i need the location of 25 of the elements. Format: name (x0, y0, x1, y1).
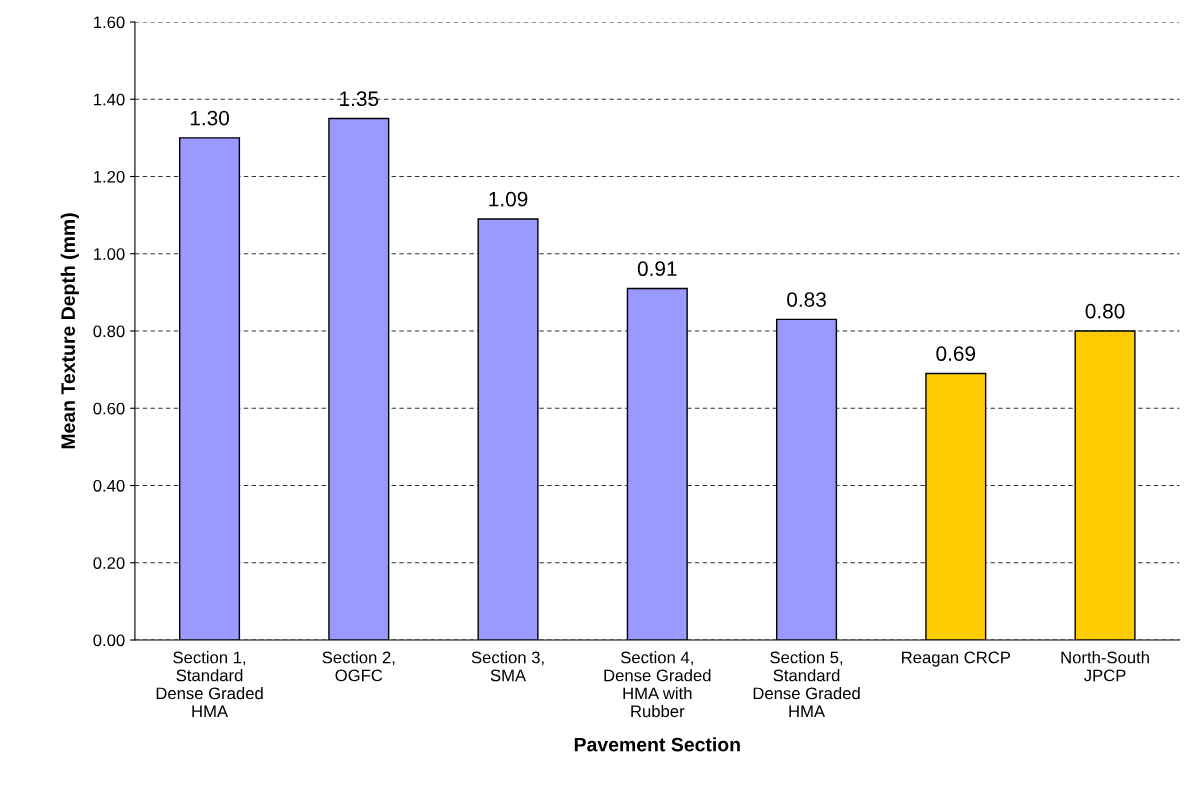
y-tick-label: 1.00 (94, 248, 125, 260)
y-tick-label: 0.60 (93, 402, 125, 415)
x-tick-label: Section 2, OGFC (322, 651, 395, 682)
x-tick-label: Section 3, SMA (471, 651, 544, 682)
data-label: 1.30 (190, 110, 230, 126)
data-label: 0.69 (936, 346, 976, 362)
y-tick-label: 1.20 (94, 170, 125, 183)
x-tick-label: Section 5, Standard Dense Graded HMA (753, 651, 860, 718)
data-label: 1.35 (340, 91, 379, 107)
x-tick-label: Reagan CRCP (902, 651, 1011, 667)
y-tick-label: 0.20 (93, 557, 125, 569)
y-tick-label: 0.00 (93, 634, 125, 647)
y-tick-label: 0.40 (93, 479, 125, 492)
data-label: 0.83 (787, 292, 826, 307)
data-label: 0.91 (637, 261, 677, 277)
y-tick-label: 0.80 (93, 325, 125, 338)
data-label: 1.09 (489, 191, 528, 207)
x-tick-label: Section 1, Standard Dense Graded HMA (156, 651, 263, 718)
y-axis-title: Mean Texture Depth (mm) (60, 213, 79, 449)
x-tick-label: North-South JPCP (1061, 651, 1149, 682)
x-tick-label: Section 4, Dense Graded HMA with Rubber (604, 651, 711, 718)
data-label: 0.80 (1085, 303, 1125, 319)
y-tick-label: 1.40 (94, 93, 125, 106)
x-axis-title: Pavement Section (574, 737, 740, 752)
y-tick-label: 1.60 (94, 16, 125, 29)
